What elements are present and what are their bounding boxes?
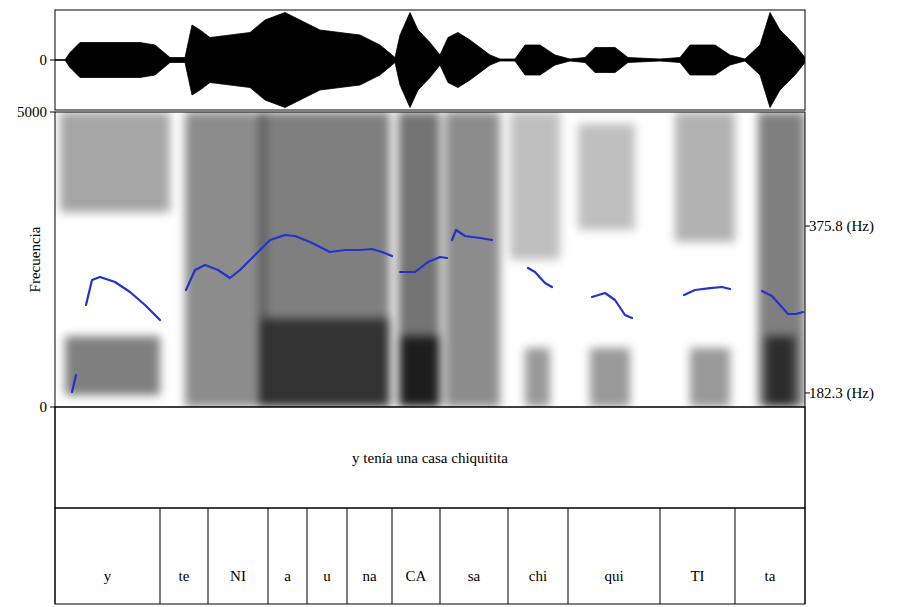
waveform-group [55, 13, 805, 108]
energy-band [758, 112, 805, 407]
axis-title: Frecuencia [27, 226, 43, 292]
syllable-label: y [104, 568, 112, 584]
tick-label: 182.3 (Hz) [809, 385, 874, 402]
pitch-contour [72, 230, 803, 392]
energy-band [65, 336, 160, 395]
tier-frame [55, 508, 805, 604]
syllable-boundary [568, 508, 569, 604]
syllable-label: CA [406, 568, 427, 584]
tick-label: 0 [40, 52, 48, 68]
energy-band [445, 112, 500, 407]
syllable-label: a [284, 568, 291, 584]
energy-band [765, 336, 795, 407]
spectrogram-bands [60, 112, 805, 407]
spectrogram-frame [55, 112, 805, 407]
tick [50, 407, 55, 408]
syllable-label: te [179, 568, 190, 584]
syllable-label: TI [690, 568, 704, 584]
tick-label: 375.8 (Hz) [809, 218, 874, 235]
waveform-frame [55, 10, 805, 110]
syllable-label: na [362, 568, 377, 584]
syllable-label: chi [529, 568, 547, 584]
syllable-boundary [508, 508, 509, 604]
syllable-label: u [323, 568, 331, 584]
tick [50, 112, 55, 113]
syllable-boundary [268, 508, 269, 604]
energy-band [690, 348, 730, 407]
energy-band [400, 336, 440, 407]
syllable-boundary [660, 508, 661, 604]
syllable-boundary [805, 508, 806, 604]
energy-band [675, 112, 735, 242]
syllable-label: NI [230, 568, 246, 584]
energy-band [525, 348, 550, 407]
spectrogram-group [60, 112, 805, 407]
syllable-label: ta [765, 568, 776, 584]
syllable-boundary [440, 508, 441, 604]
syllable-boundary [307, 508, 308, 604]
utterance-text: y tenía una casa chiquitita [352, 450, 508, 466]
syllable-boundary [392, 508, 393, 604]
tick [50, 60, 55, 61]
energy-band [260, 112, 390, 407]
energy-band [578, 124, 635, 230]
energy-band [185, 112, 265, 407]
syllable-boundary [208, 508, 209, 604]
syllable-boundary [347, 508, 348, 604]
energy-band [510, 112, 560, 260]
syllable-boundary [55, 508, 56, 604]
energy-band [60, 112, 170, 212]
energy-band [260, 319, 390, 408]
tier-frame [55, 407, 805, 508]
syllable-label: sa [468, 568, 481, 584]
tick-label: 5000 [17, 104, 47, 120]
syllable-boundary [160, 508, 161, 604]
interval-boundary [55, 407, 56, 508]
figure: 0 0 5000 Frecuencia 182.3 (Hz) 375.8 (Hz) y te… [0, 0, 903, 607]
tick-label: 0 [40, 399, 48, 415]
interval-boundary [805, 407, 806, 508]
syllable-boundary [735, 508, 736, 604]
syllable-label: qui [604, 568, 623, 584]
energy-band [590, 348, 630, 407]
waveform [55, 13, 805, 108]
